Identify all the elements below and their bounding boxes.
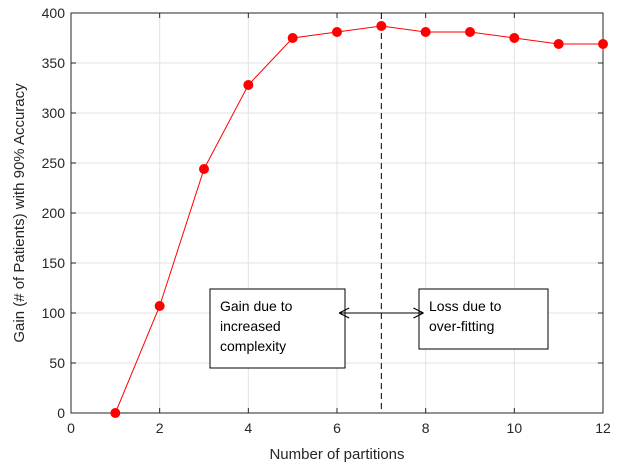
data-point xyxy=(154,301,165,311)
annotations: Gain due to increased complexity Loss due t… xyxy=(209,288,549,369)
annotation-loss: Loss due to over-fitting xyxy=(418,288,549,350)
arrow-head-right xyxy=(413,307,424,319)
annotation-text: over-fitting xyxy=(429,318,494,334)
axes: 0 2 4 6 8 10 12 0 50 100 150 200 250 300 350 400 xyxy=(42,5,611,436)
x-tick-label: 2 xyxy=(156,420,164,436)
y-tick-label: 200 xyxy=(42,205,66,221)
y-tick-label: 300 xyxy=(42,105,66,121)
data-point xyxy=(509,33,520,43)
y-tick-label: 400 xyxy=(42,5,66,21)
annotation-box xyxy=(209,288,346,369)
y-tick-label: 0 xyxy=(57,405,65,421)
x-axis-label: Number of partitions xyxy=(269,446,404,463)
y-tick-label: 350 xyxy=(42,55,66,71)
x-tick-label: 4 xyxy=(244,420,252,436)
series-group xyxy=(110,21,608,418)
annotation-text: Loss due to xyxy=(429,298,502,314)
x-tick-label: 8 xyxy=(422,420,430,436)
data-point xyxy=(243,80,254,90)
data-point xyxy=(332,27,342,37)
data-point xyxy=(553,39,564,49)
x-tick-label: 10 xyxy=(507,420,523,436)
data-point xyxy=(465,27,475,37)
y-tick-label: 50 xyxy=(49,355,65,371)
data-point xyxy=(199,164,209,174)
data-point xyxy=(110,408,121,418)
annotation-text: Gain due to xyxy=(220,298,293,314)
y-tick-label: 250 xyxy=(42,155,66,171)
annotation-text: increased xyxy=(220,318,281,334)
data-point xyxy=(287,33,298,43)
x-tick-label: 12 xyxy=(595,420,611,436)
x-tick-label: 6 xyxy=(333,420,341,436)
annotation-text: complexity xyxy=(220,338,286,354)
x-tick-label: 0 xyxy=(67,420,75,436)
data-point xyxy=(376,21,387,31)
data-point xyxy=(420,27,431,37)
y-axis-label: Gain (# of Patients) with 90% Accuracy xyxy=(11,83,28,343)
y-tick-label: 150 xyxy=(42,255,66,271)
y-tick-label: 100 xyxy=(42,305,66,321)
series-line xyxy=(114,25,603,414)
double-arrow xyxy=(338,307,424,319)
annotation-box xyxy=(418,288,549,350)
annotation-gain: Gain due to increased complexity xyxy=(209,288,346,369)
arrow-head-left xyxy=(338,307,350,319)
data-point xyxy=(598,39,608,49)
